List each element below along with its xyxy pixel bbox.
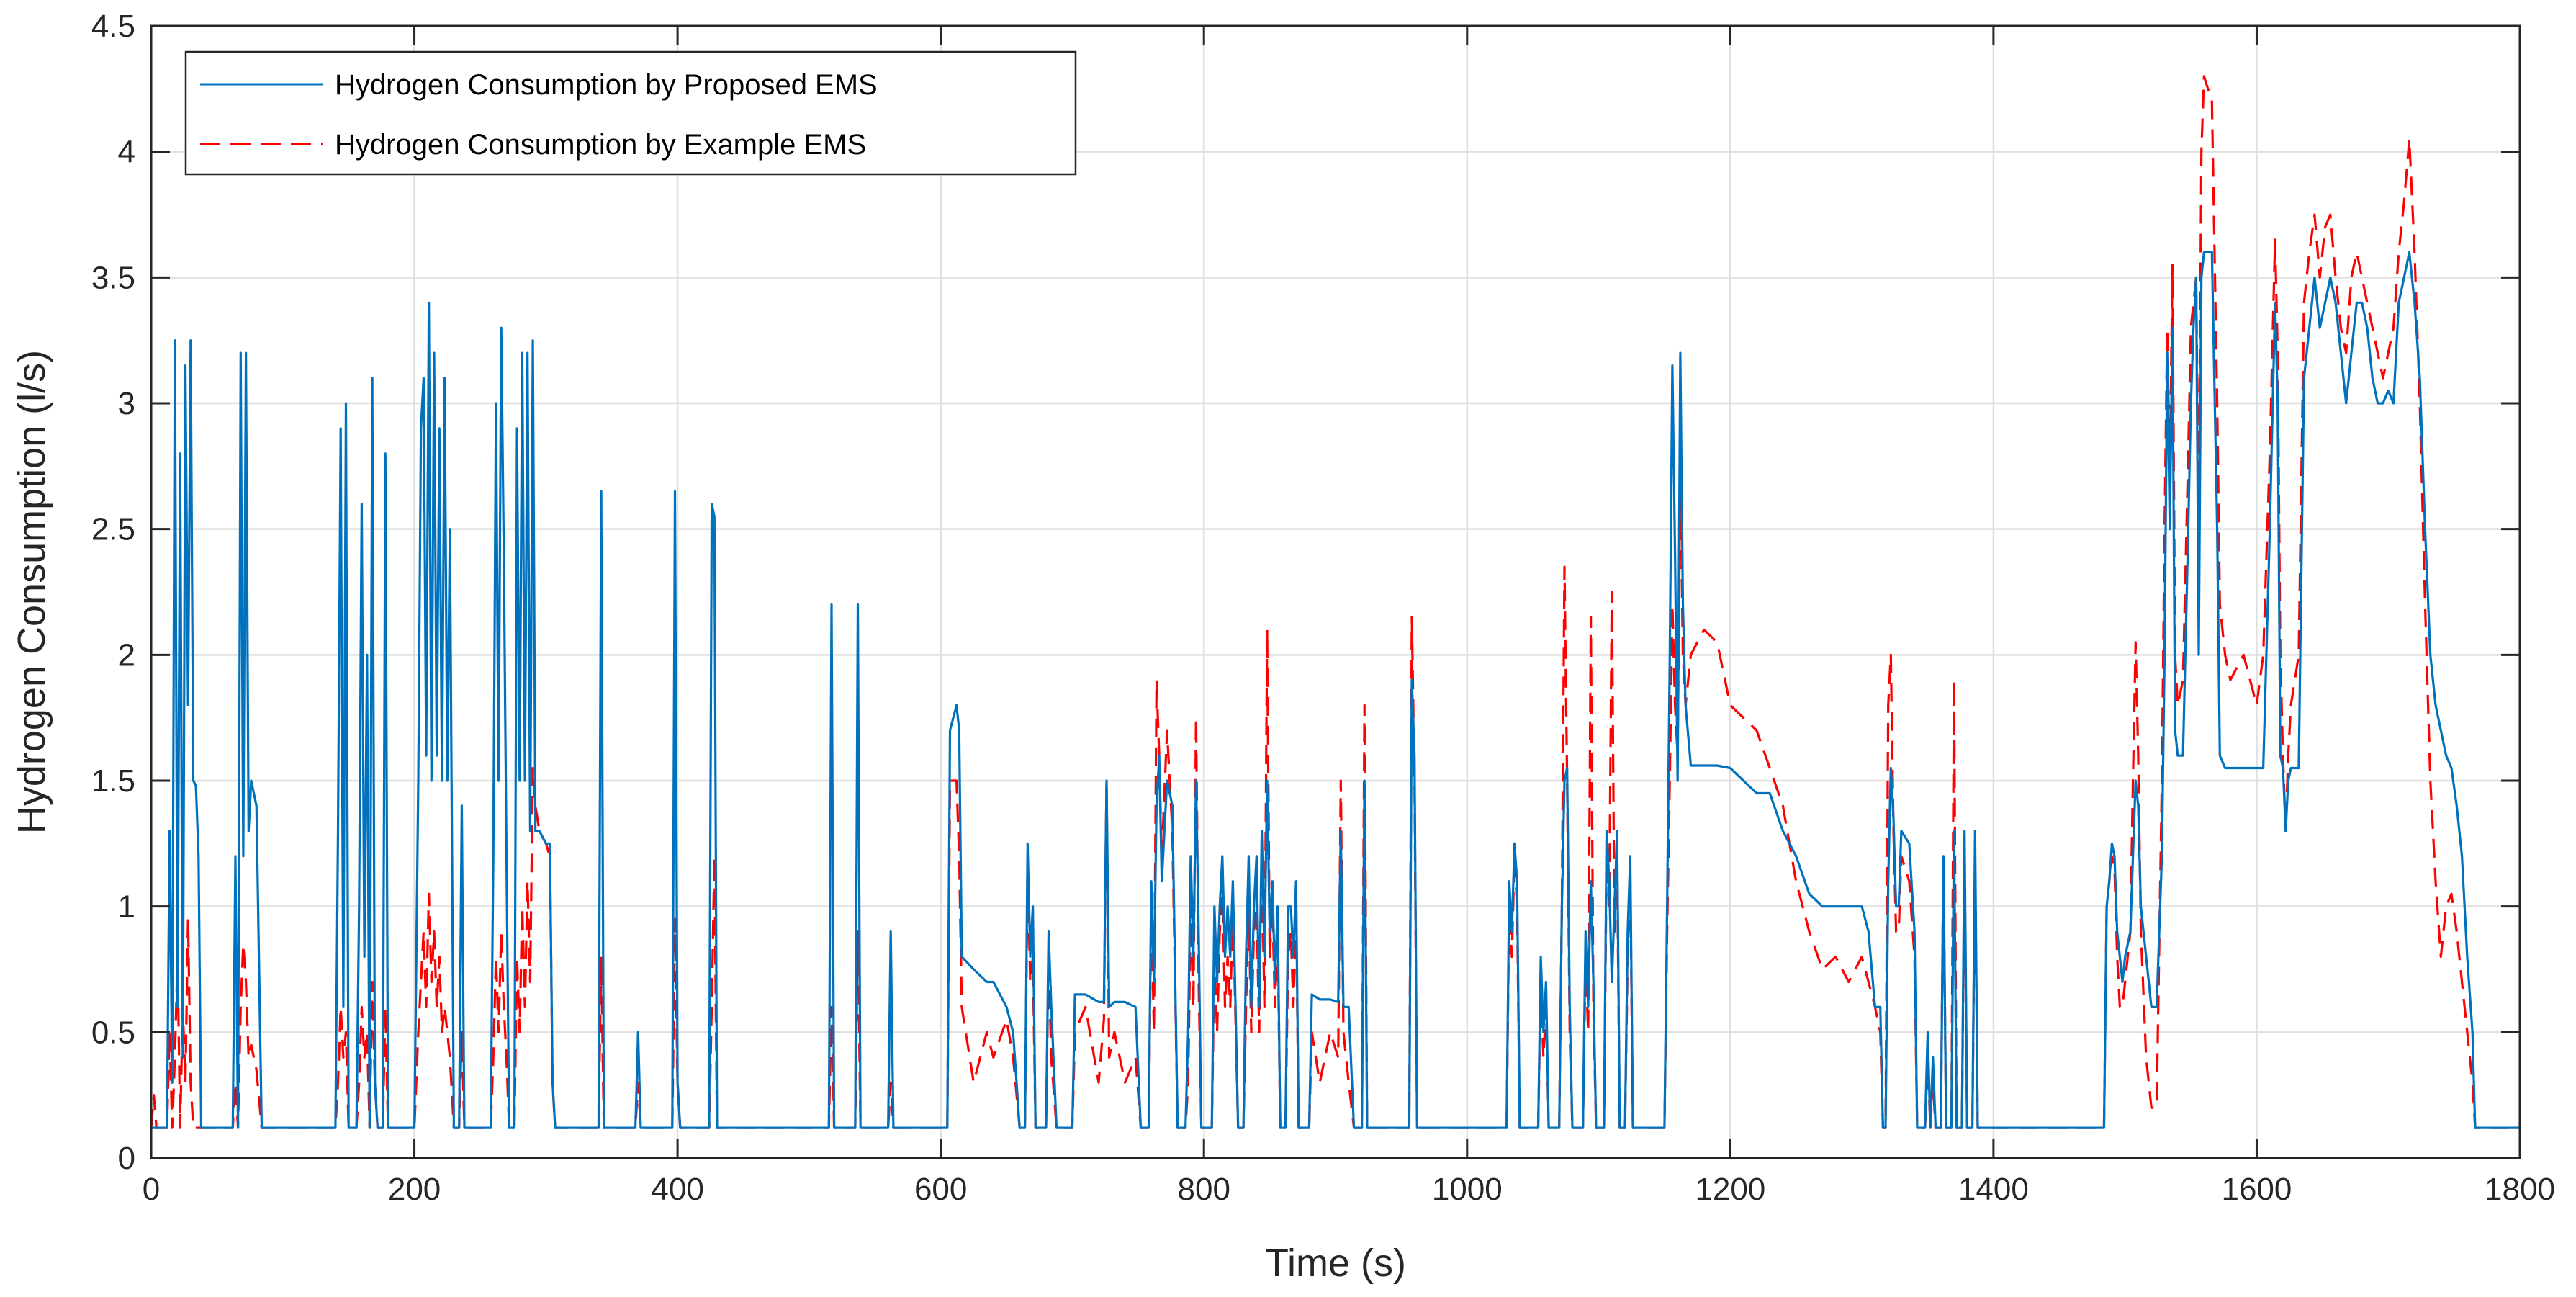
- legend-label-proposed-ems: Hydrogen Consumption by Proposed EMS: [335, 69, 878, 101]
- x-tick-label: 1200: [1695, 1172, 1765, 1207]
- x-tick-label: 1000: [1432, 1172, 1503, 1207]
- x-tick-label: 1800: [2485, 1172, 2555, 1207]
- y-tick-label: 0.5: [91, 1015, 135, 1050]
- legend-box: [184, 50, 1077, 176]
- x-tick-label: 400: [651, 1172, 703, 1207]
- grid-lines: [151, 26, 2520, 1158]
- series-line-proposed-ems: [151, 251, 2520, 1129]
- data-series: [150, 75, 2520, 1129]
- y-tick-label: 3.5: [91, 260, 135, 295]
- x-tick-label: 800: [1178, 1172, 1230, 1207]
- y-tick-labels: 0 0.5 1 1.5 2 2.5 3 3.5 4 4.5: [91, 9, 135, 1176]
- x-tick-label: 0: [143, 1172, 160, 1207]
- x-tick-label: 1400: [1958, 1172, 2029, 1207]
- x-tick-labels: 0 200 400 600 800 1000 1200 1400 1600 1800: [143, 1172, 2555, 1207]
- x-tick-label: 200: [388, 1172, 441, 1207]
- y-axis-label: Hydrogen Consumption (l/s): [10, 350, 53, 834]
- y-tick-label: 1: [118, 889, 135, 925]
- y-tick-label: 3: [118, 386, 135, 421]
- x-axis-label: Time (s): [1265, 1242, 1406, 1285]
- y-tick-label: 4.5: [91, 9, 135, 44]
- y-tick-label: 1.5: [91, 763, 135, 799]
- y-tick-label: 4: [118, 135, 135, 170]
- legend: Hydrogen Consumption by Proposed EMS Hyd…: [184, 50, 1077, 176]
- y-tick-label: 0: [118, 1141, 135, 1176]
- axis-ticks: [150, 24, 2521, 1159]
- y-tick-label: 2.5: [91, 512, 135, 547]
- y-tick-label: 2: [118, 637, 135, 673]
- plot-area-frame: [150, 24, 2521, 1159]
- x-tick-label: 1600: [2221, 1172, 2292, 1207]
- legend-label-example-ems: Hydrogen Consumption by Example EMS: [335, 129, 866, 161]
- x-tick-label: 600: [914, 1172, 967, 1207]
